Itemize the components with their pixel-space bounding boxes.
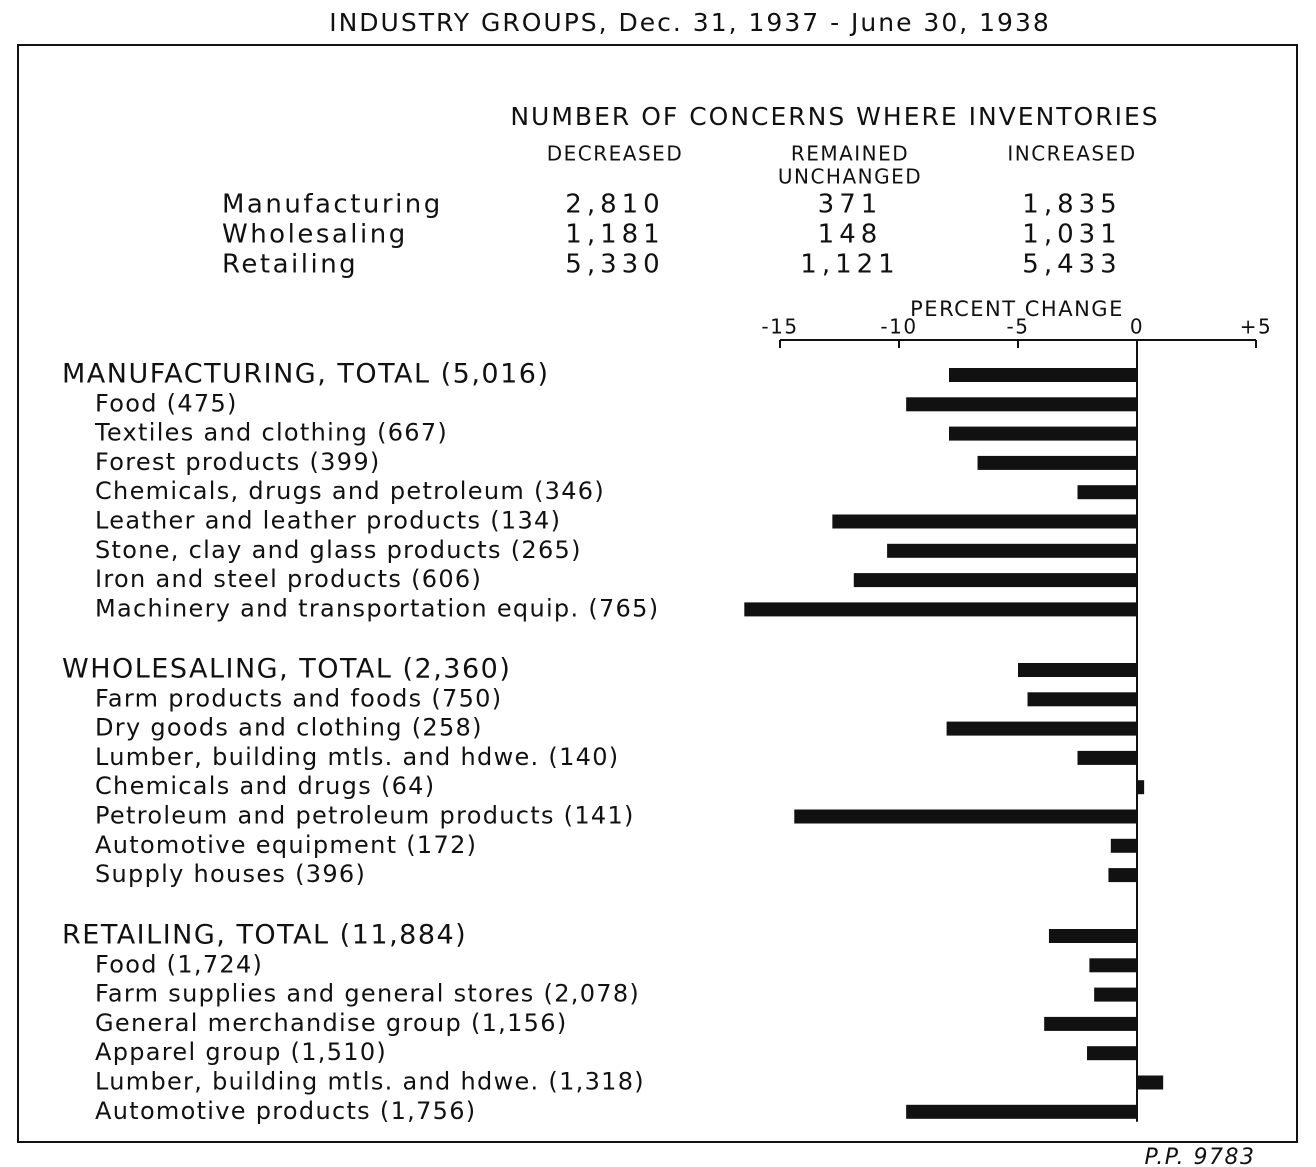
table-cell: 148	[818, 220, 883, 250]
bar	[906, 1104, 1137, 1119]
table-cell: 1,181	[565, 220, 664, 250]
category-label: Supply houses (396)	[95, 860, 366, 888]
frame	[17, 44, 1298, 1143]
group-label: WHOLESALING, TOTAL (2,360)	[62, 654, 511, 685]
bar	[1108, 868, 1137, 883]
table-header: NUMBER OF CONCERNS WHERE INVENTORIES	[510, 102, 1159, 131]
row-label: Wholesaling	[222, 220, 408, 250]
x-tick-label: -15	[761, 315, 798, 339]
column-header: DECREASED	[547, 142, 683, 166]
bar	[948, 368, 1137, 382]
column-header: INCREASED	[1007, 142, 1136, 166]
bar	[832, 514, 1137, 529]
category-label: Dry goods and clothing (258)	[95, 714, 483, 742]
category-label: Farm supplies and general stores (2,078)	[95, 980, 640, 1008]
column-header: REMAINED	[791, 142, 909, 166]
category-label: Automotive products (1,756)	[95, 1097, 476, 1125]
category-label: Petroleum and petroleum products (141)	[95, 802, 635, 830]
table-cell: 1,121	[800, 250, 899, 280]
bar	[906, 397, 1137, 412]
x-axis-title: PERCENT CHANGE	[910, 297, 1124, 321]
bar	[1018, 663, 1137, 677]
category-label: Chemicals, drugs and petroleum (346)	[95, 477, 605, 505]
group-label: RETAILING, TOTAL (11,884)	[62, 920, 467, 951]
column-header: UNCHANGED	[778, 165, 922, 189]
table-cell: 1,835	[1022, 190, 1121, 220]
bar	[1137, 780, 1145, 795]
row-label: Manufacturing	[222, 190, 443, 220]
category-label: Automotive equipment (172)	[95, 831, 477, 859]
bar	[946, 721, 1137, 736]
bar	[1048, 929, 1137, 943]
bar	[1137, 1075, 1164, 1090]
category-label: Stone, clay and glass products (265)	[95, 536, 582, 564]
row-label: Retailing	[222, 250, 358, 280]
bar	[887, 543, 1137, 558]
category-label: Leather and leather products (134)	[95, 507, 561, 535]
table-cell: 1,031	[1022, 220, 1121, 250]
category-label: Food (475)	[95, 389, 238, 417]
x-tick-label: -10	[880, 315, 917, 339]
x-tick-label: -5	[1007, 315, 1030, 339]
bar	[977, 455, 1137, 470]
category-label: Machinery and transportation equip. (765…	[95, 594, 659, 622]
x-tick-label: +5	[1240, 315, 1272, 339]
table-cell: 5,330	[565, 250, 664, 280]
source: P.P. 9783	[1145, 1145, 1256, 1167]
category-label: Lumber, building mtls. and hdwe. (140)	[95, 743, 619, 771]
bar	[794, 809, 1137, 824]
category-label: Iron and steel products (606)	[95, 565, 482, 593]
chart-title: INDUSTRY GROUPS, Dec. 31, 1937 - June 30…	[329, 8, 1051, 37]
table-cell: 371	[818, 190, 883, 220]
bar	[948, 426, 1137, 441]
bar	[1110, 838, 1137, 853]
category-label: Apparel group (1,510)	[95, 1038, 387, 1066]
bar	[1027, 692, 1137, 707]
bar	[1089, 958, 1137, 973]
bar	[1077, 750, 1137, 765]
bar	[1077, 485, 1137, 500]
bar	[1044, 1016, 1137, 1031]
bar	[744, 602, 1137, 617]
category-label: Lumber, building mtls. and hdwe. (1,318)	[95, 1068, 645, 1096]
category-label: General merchandise group (1,156)	[95, 1009, 568, 1037]
category-label: Food (1,724)	[95, 950, 263, 978]
category-label: Textiles and clothing (667)	[94, 419, 448, 447]
category-label: Farm products and foods (750)	[95, 684, 502, 712]
table-cell: 2,810	[565, 190, 664, 220]
group-label: MANUFACTURING, TOTAL (5,016)	[62, 359, 550, 390]
category-label: Chemicals and drugs (64)	[95, 772, 435, 800]
x-tick-label: 0	[1130, 315, 1144, 339]
bar	[1087, 1046, 1137, 1061]
bar	[853, 573, 1137, 588]
bar	[1094, 987, 1137, 1002]
category-label: Forest products (399)	[95, 448, 381, 476]
table-cell: 5,433	[1022, 250, 1121, 280]
